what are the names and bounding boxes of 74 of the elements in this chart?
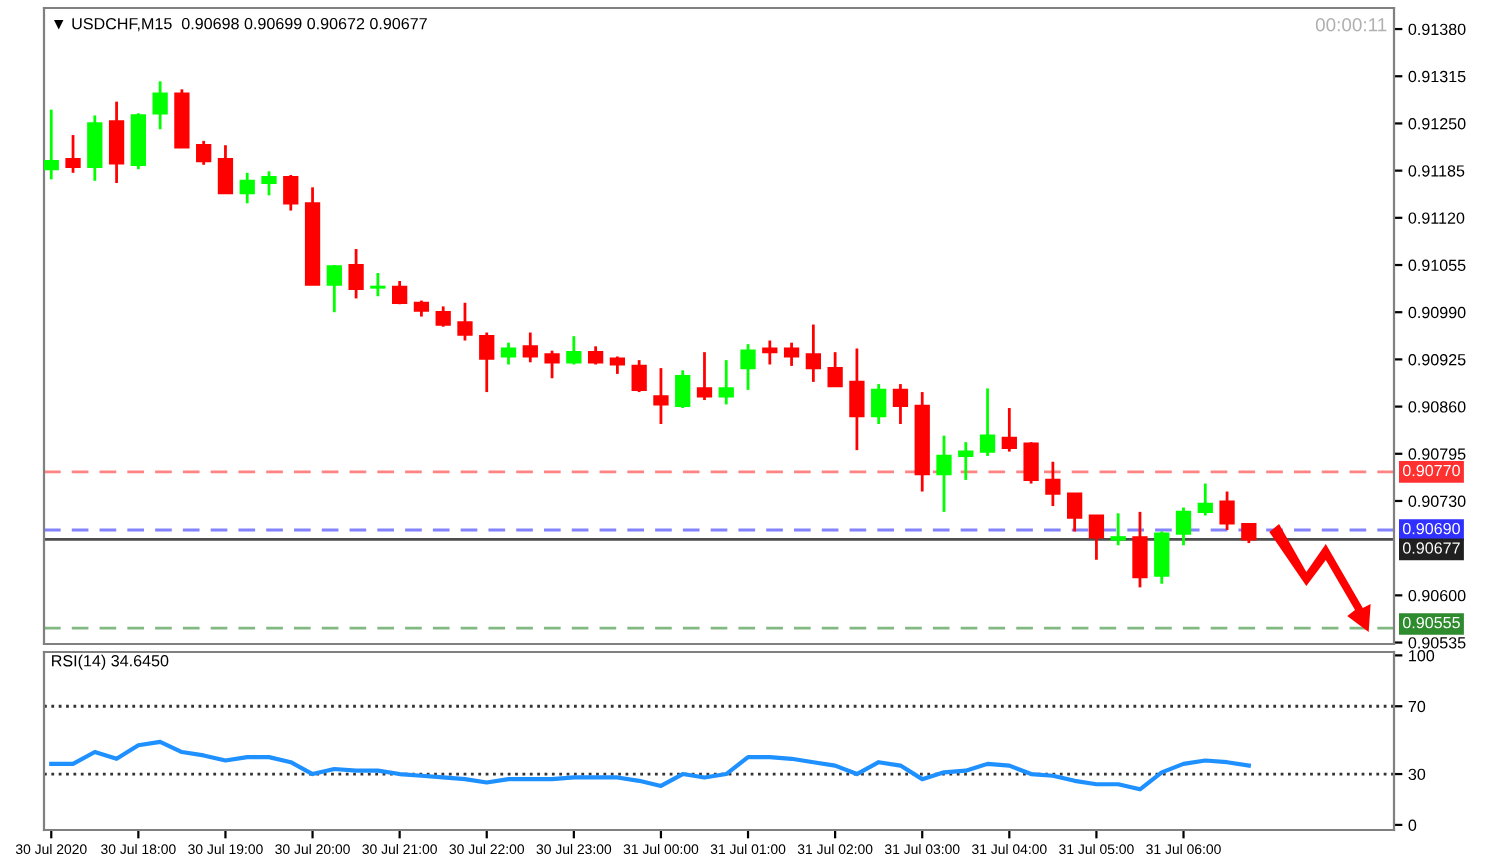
candlestick bbox=[239, 171, 255, 205]
text: ▼ USDCHF,M15 0.90698 0.90699 0.90672 0.90677 bbox=[54, 17, 427, 32]
annotation: 00:00:11 bbox=[1315, 18, 1387, 32]
ref-line-label: 0.90770 bbox=[1402, 464, 1460, 477]
candlestick bbox=[1175, 506, 1192, 547]
candlestick bbox=[783, 341, 800, 368]
candlestick bbox=[762, 339, 778, 366]
candlestick bbox=[1045, 460, 1061, 508]
ref-line-label: 0.90690 bbox=[1402, 522, 1460, 535]
candlestick bbox=[718, 358, 734, 406]
candlestick bbox=[653, 366, 669, 426]
ref-line-label: 0.90555 bbox=[1402, 616, 1460, 629]
candlestick bbox=[196, 139, 212, 167]
candlestick bbox=[65, 133, 81, 175]
y-tick-label: 0.90860 bbox=[1408, 401, 1466, 413]
chart-title: RSI(14) 34.6450 bbox=[52, 654, 169, 670]
candlestick bbox=[326, 263, 342, 314]
candlestick bbox=[827, 350, 843, 388]
y-tick-label: 0.90925 bbox=[1408, 353, 1466, 366]
candlestick bbox=[805, 323, 821, 384]
candlestick bbox=[849, 347, 865, 452]
line-series bbox=[49, 739, 1251, 792]
candlestick bbox=[675, 368, 691, 410]
y-tick-label: 0.90730 bbox=[1408, 495, 1466, 507]
y-tick-label: 0.91315 bbox=[1408, 70, 1466, 83]
y-tick-label: 0.90535 bbox=[1408, 637, 1466, 649]
candlestick bbox=[457, 301, 473, 342]
candlestick bbox=[936, 434, 952, 514]
candlestick bbox=[1241, 522, 1257, 545]
y-tick-label: 0.91185 bbox=[1408, 165, 1465, 177]
candlestick bbox=[1110, 511, 1126, 547]
candlestick bbox=[566, 334, 582, 366]
candlestick bbox=[500, 341, 517, 366]
y-tick-label: 0.91120 bbox=[1408, 212, 1465, 224]
candlestick bbox=[1001, 406, 1017, 453]
candlestick bbox=[1197, 482, 1213, 517]
candlestick bbox=[217, 143, 234, 195]
y-tick-label: 0.90600 bbox=[1408, 589, 1466, 602]
y-tick-label: 0.91380 bbox=[1408, 23, 1466, 36]
candlestick bbox=[544, 349, 560, 380]
candlestick bbox=[696, 350, 713, 402]
candlestick bbox=[1154, 530, 1170, 586]
candlestick bbox=[871, 382, 887, 426]
candlestick bbox=[1023, 440, 1039, 485]
candlestick bbox=[1132, 510, 1148, 589]
candlestick bbox=[152, 79, 168, 131]
candlestick bbox=[1219, 490, 1235, 532]
y-tick-label: 0.91250 bbox=[1408, 118, 1466, 130]
candlestick bbox=[1088, 514, 1105, 562]
y-tick-label: 30 bbox=[1408, 768, 1426, 781]
candlestick bbox=[958, 440, 974, 482]
y-tick-label: 70 bbox=[1408, 700, 1426, 713]
candlestick bbox=[435, 305, 451, 329]
candlestick bbox=[261, 169, 277, 197]
y-tick-label: 0.91055 bbox=[1408, 259, 1466, 272]
y-tick-label: 100 bbox=[1409, 649, 1435, 662]
candlestick bbox=[892, 382, 909, 426]
candlestick bbox=[108, 100, 125, 185]
candlestick bbox=[479, 331, 495, 394]
ref-line-label: 0.90677 bbox=[1402, 542, 1460, 554]
candlestick bbox=[631, 358, 647, 394]
y-tick-label: 0 bbox=[1408, 819, 1417, 831]
candlestick bbox=[1067, 492, 1083, 533]
y-tick-label: 0.90795 bbox=[1408, 448, 1466, 460]
candlestick bbox=[522, 331, 538, 364]
y-tick-label: 0.90990 bbox=[1408, 306, 1466, 319]
candlestick bbox=[87, 114, 103, 183]
candlestick bbox=[979, 387, 996, 458]
candlestick bbox=[348, 247, 364, 300]
candlestick bbox=[44, 108, 59, 181]
candlestick bbox=[283, 173, 299, 212]
candlestick bbox=[740, 342, 756, 392]
candlestick bbox=[587, 344, 604, 366]
candlestick bbox=[370, 271, 386, 298]
